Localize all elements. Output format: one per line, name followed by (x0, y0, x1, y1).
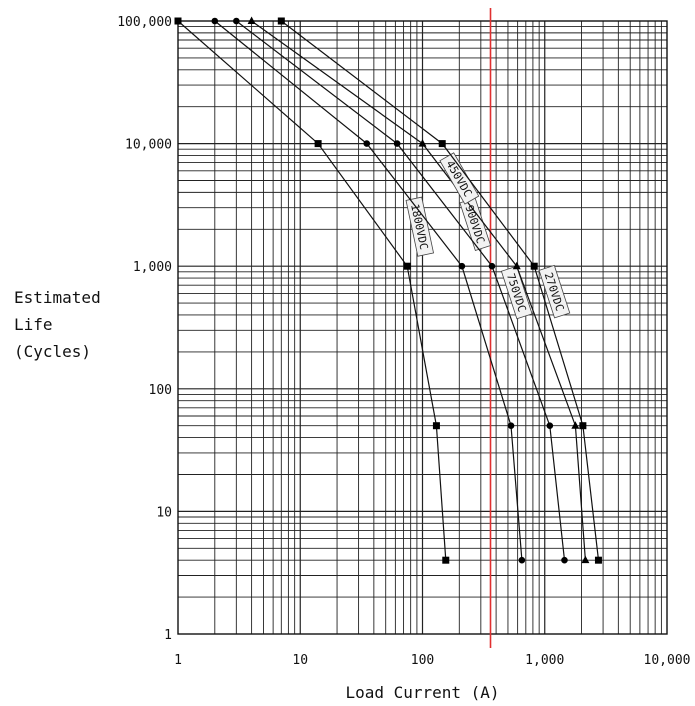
data-point (212, 18, 219, 25)
series-450VDC: 450VDC (248, 17, 590, 564)
series-label: 900VDC (460, 198, 491, 250)
x-axis-title: Load Current (A) (345, 683, 499, 702)
data-point (363, 140, 370, 147)
series-line (215, 21, 522, 560)
grid (178, 21, 667, 634)
series-label: 1800VDC (406, 197, 434, 256)
y-tick-label: 10 (156, 505, 172, 520)
series-900VDC: 900VDC (212, 18, 526, 564)
series-label: 750VDC (501, 266, 532, 318)
data-point (547, 422, 554, 429)
data-point (233, 18, 240, 25)
data-point (508, 422, 515, 429)
data-point (248, 17, 256, 25)
data-point (579, 422, 586, 429)
y-axis-title-line: (Cycles) (14, 342, 91, 361)
data-point (404, 263, 411, 270)
data-point (519, 557, 526, 564)
data-point (595, 557, 602, 564)
data-point (394, 140, 401, 147)
data-point (433, 422, 440, 429)
data-point (175, 18, 182, 25)
y-axis-title: Estimated Life (Cycles) (14, 288, 101, 361)
y-tick-label: 1 (164, 628, 172, 643)
data-point (442, 557, 449, 564)
series-label: 270VDC (539, 265, 570, 317)
y-tick-label: 1,000 (133, 260, 172, 275)
data-point (561, 557, 568, 564)
data-point (315, 140, 322, 147)
y-tick-label: 100 (149, 383, 172, 398)
data-point (439, 140, 446, 147)
y-tick-label: 100,000 (117, 15, 172, 30)
x-tick-label: 100 (411, 653, 434, 668)
data-point (571, 421, 579, 429)
series-line (178, 21, 446, 560)
x-tick-label: 1,000 (525, 653, 564, 668)
data-point (531, 263, 538, 270)
x-tick-label: 1 (174, 653, 182, 668)
data-point (459, 263, 466, 270)
data-point (278, 18, 285, 25)
y-tick-label: 10,000 (125, 138, 172, 153)
y-axis-title-line: Estimated (14, 288, 101, 307)
data-point (489, 263, 496, 270)
data-point (419, 139, 427, 147)
y-axis-title-line: Life (14, 315, 53, 334)
series-line (252, 21, 586, 560)
x-tick-label: 10,000 (644, 653, 691, 668)
x-tick-label: 10 (292, 653, 308, 668)
data-point (581, 556, 589, 564)
